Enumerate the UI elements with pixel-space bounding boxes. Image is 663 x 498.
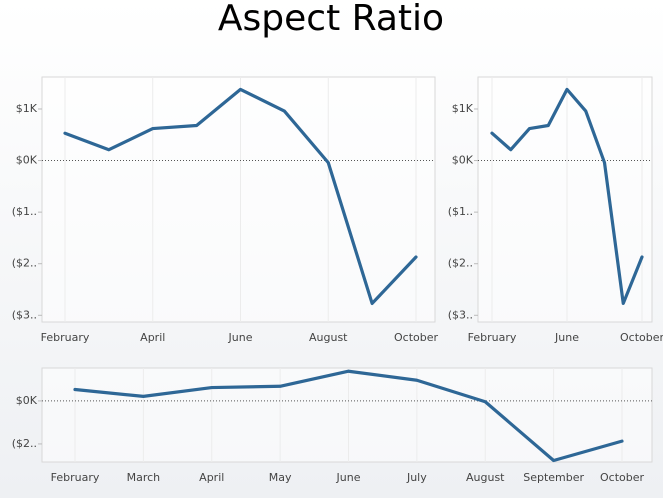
x-tick-label: June [228, 331, 253, 344]
x-tick-label: August [466, 471, 505, 484]
x-tick-label: February [41, 331, 90, 344]
y-tick-label: ($1.. [12, 205, 37, 218]
x-tick-label: October [600, 471, 644, 484]
y-tick-label: ($2.. [12, 257, 37, 270]
y-tick-label: $1K [16, 102, 38, 115]
x-tick-label: April [140, 331, 165, 344]
y-tick-label: ($2.. [12, 437, 37, 450]
y-tick-label: $0K [452, 154, 474, 167]
y-tick-label: ($2.. [448, 257, 473, 270]
x-tick-label: February [468, 331, 517, 344]
x-tick-label: September [523, 471, 584, 484]
x-tick-label: October [620, 331, 663, 344]
slide-title: Aspect Ratio [218, 0, 444, 39]
y-tick-label: $0K [16, 394, 38, 407]
plot-area [41, 367, 653, 463]
x-tick-label: June [554, 331, 579, 344]
y-tick-label: $0K [16, 154, 38, 167]
x-tick-label: October [394, 331, 438, 344]
data-line [63, 87, 418, 306]
y-tick-label: ($3.. [12, 308, 37, 321]
x-tick-label: April [199, 471, 224, 484]
x-tick-label: May [269, 471, 292, 484]
y-tick-label: $1K [452, 102, 474, 115]
x-tick-label: June [336, 471, 361, 484]
x-tick-label: March [127, 471, 161, 484]
data-line [73, 369, 624, 463]
x-tick-label: August [309, 331, 348, 344]
y-tick-label: ($3.. [448, 308, 473, 321]
y-tick-label: ($1.. [448, 205, 473, 218]
x-tick-label: July [406, 471, 427, 484]
data-line [490, 87, 644, 306]
plot-area [477, 76, 653, 323]
plot-area [41, 76, 436, 323]
x-tick-label: February [51, 471, 100, 484]
